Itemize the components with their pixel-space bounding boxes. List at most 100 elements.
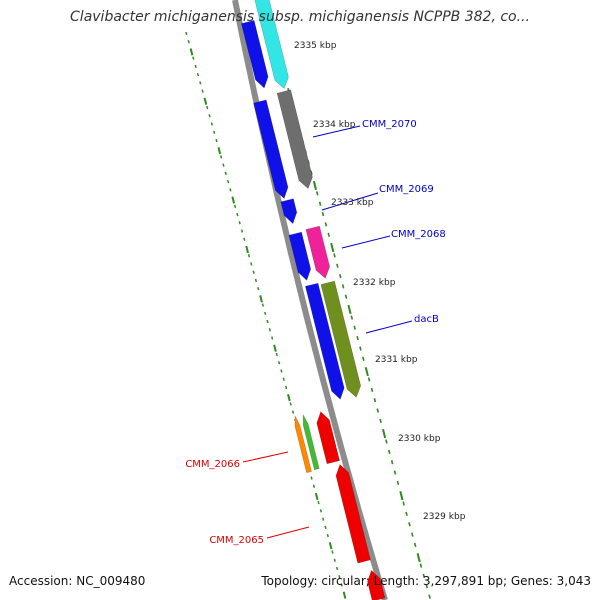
ruler-tick <box>327 232 331 237</box>
gene-arrow <box>280 198 298 225</box>
dotted-ruler-mark <box>268 328 271 332</box>
dotted-ruler-mark <box>245 245 249 254</box>
dotted-ruler-mark <box>338 575 341 579</box>
dotted-ruler-mark <box>220 155 223 159</box>
ruler-tick <box>341 284 345 289</box>
dotted-ruler-mark <box>224 171 227 176</box>
gene-arrow <box>302 414 320 471</box>
dotted-ruler-mark <box>317 501 320 505</box>
map-title: Clavibacter michiganensis subsp. michiga… <box>70 9 530 25</box>
dotted-ruler-mark <box>229 188 232 192</box>
gene-labels: CMM_2070 CMM_2069 CMM_2068 dacB CMM_2066 CMM_… <box>185 119 445 546</box>
ruler-tick <box>330 242 335 253</box>
dotted-ruler-mark <box>206 105 209 110</box>
ruler-tick <box>362 356 365 361</box>
dotted-ruler-mark <box>201 89 204 93</box>
dotted-ruler-mark <box>326 533 329 538</box>
ruler-tick <box>321 211 325 217</box>
dotted-ruler-mark <box>273 344 277 352</box>
ruler-tick <box>336 263 339 268</box>
dotted-ruler-mark <box>222 163 225 167</box>
dotted-ruler-mark <box>319 509 322 513</box>
kbp-label: 2334 kbp <box>313 120 356 130</box>
dotted-ruler-mark <box>280 369 283 373</box>
gene-arrow-cmm-2070 <box>276 89 313 190</box>
dotted-ruler-mark <box>243 237 246 241</box>
ruler-tick <box>402 501 405 506</box>
dotted-ruler-mark <box>233 204 237 208</box>
gene-arrow-cmm-2068 <box>305 225 331 279</box>
gene-label-dacb[interactable]: dacB <box>414 314 439 325</box>
ruler-tick <box>422 573 426 579</box>
dotted-ruler-mark <box>278 361 281 365</box>
dotted-ruler-mark <box>261 303 264 307</box>
ruler-tick <box>408 522 411 527</box>
leader-line <box>365 320 413 334</box>
dotted-ruler-mark <box>331 550 334 554</box>
dotted-ruler-mark <box>231 196 236 204</box>
dotted-ruler-mark <box>217 147 222 155</box>
gene-arrow <box>335 463 371 564</box>
gene-arrow-cmm-2066 <box>294 415 312 474</box>
genome-backbone <box>232 0 388 600</box>
gene-arrow <box>253 99 289 200</box>
dotted-ruler-mark <box>287 393 291 402</box>
ruler-tick <box>385 439 388 444</box>
gene-label-cmm-2068[interactable]: CMM_2068 <box>391 229 446 240</box>
gene-arrow-dacb <box>320 280 362 398</box>
dotted-ruler-mark <box>252 270 255 274</box>
dotted-ruler-mark <box>314 492 319 501</box>
dotted-ruler-mark <box>187 40 190 44</box>
dotted-ruler-mark <box>194 64 197 69</box>
ruler-tick <box>416 553 421 563</box>
dotted-ruler-mark <box>275 352 278 357</box>
gene-label-cmm-2065[interactable]: CMM_2065 <box>209 535 264 546</box>
gene-arrow <box>241 20 269 89</box>
gene-features <box>241 0 386 600</box>
label-leader-lines <box>242 125 413 539</box>
inner-dotted-ruler <box>185 31 347 600</box>
gene-label-cmm-2070[interactable]: CMM_2070 <box>362 119 417 130</box>
ruler-tick <box>318 201 322 206</box>
ruler-tick <box>425 584 428 589</box>
dotted-ruler-mark <box>192 56 195 60</box>
dotted-ruler-mark <box>210 122 213 126</box>
dotted-ruler-mark <box>196 72 200 77</box>
ruler-tick <box>344 294 348 299</box>
ruler-tick <box>411 532 414 537</box>
dotted-ruler-mark <box>282 377 285 381</box>
kbp-label: 2333 kbp <box>331 198 374 208</box>
ruler-tick <box>413 542 417 548</box>
kbp-label: 2332 kbp <box>353 278 396 288</box>
accession-text: Accession: NC_009480 <box>9 574 146 588</box>
leader-line <box>242 451 289 463</box>
dotted-ruler-mark <box>289 402 292 406</box>
ruler-tick <box>390 460 394 465</box>
ruler-tick <box>367 377 371 382</box>
dotted-ruler-mark <box>254 278 258 283</box>
ruler-tick <box>339 273 342 279</box>
dotted-ruler-mark <box>291 410 295 414</box>
gene-label-cmm-2069[interactable]: CMM_2069 <box>379 184 434 195</box>
ruler-tick <box>376 408 380 413</box>
ruler-tick <box>350 315 354 320</box>
dotted-ruler-mark <box>250 262 253 266</box>
gene-label-cmm-2066[interactable]: CMM_2066 <box>185 459 240 470</box>
topology-summary: Topology: circular; Length: 3,297,891 bp… <box>261 574 591 588</box>
dotted-ruler-mark <box>342 591 347 599</box>
ruler-tick <box>419 563 423 568</box>
ruler-tick <box>310 170 313 175</box>
ruler-tick <box>312 180 318 191</box>
leader-line <box>341 235 391 249</box>
ruler-tick <box>382 428 387 439</box>
dotted-ruler-mark <box>215 138 218 143</box>
dotted-ruler-mark <box>213 130 216 134</box>
dotted-ruler-mark <box>208 114 211 118</box>
ruler-tick <box>373 398 377 403</box>
dotted-ruler-mark <box>312 484 315 488</box>
dotted-ruler-mark <box>257 287 260 291</box>
dotted-ruler-mark <box>340 583 343 587</box>
dotted-ruler-mark <box>333 558 336 562</box>
